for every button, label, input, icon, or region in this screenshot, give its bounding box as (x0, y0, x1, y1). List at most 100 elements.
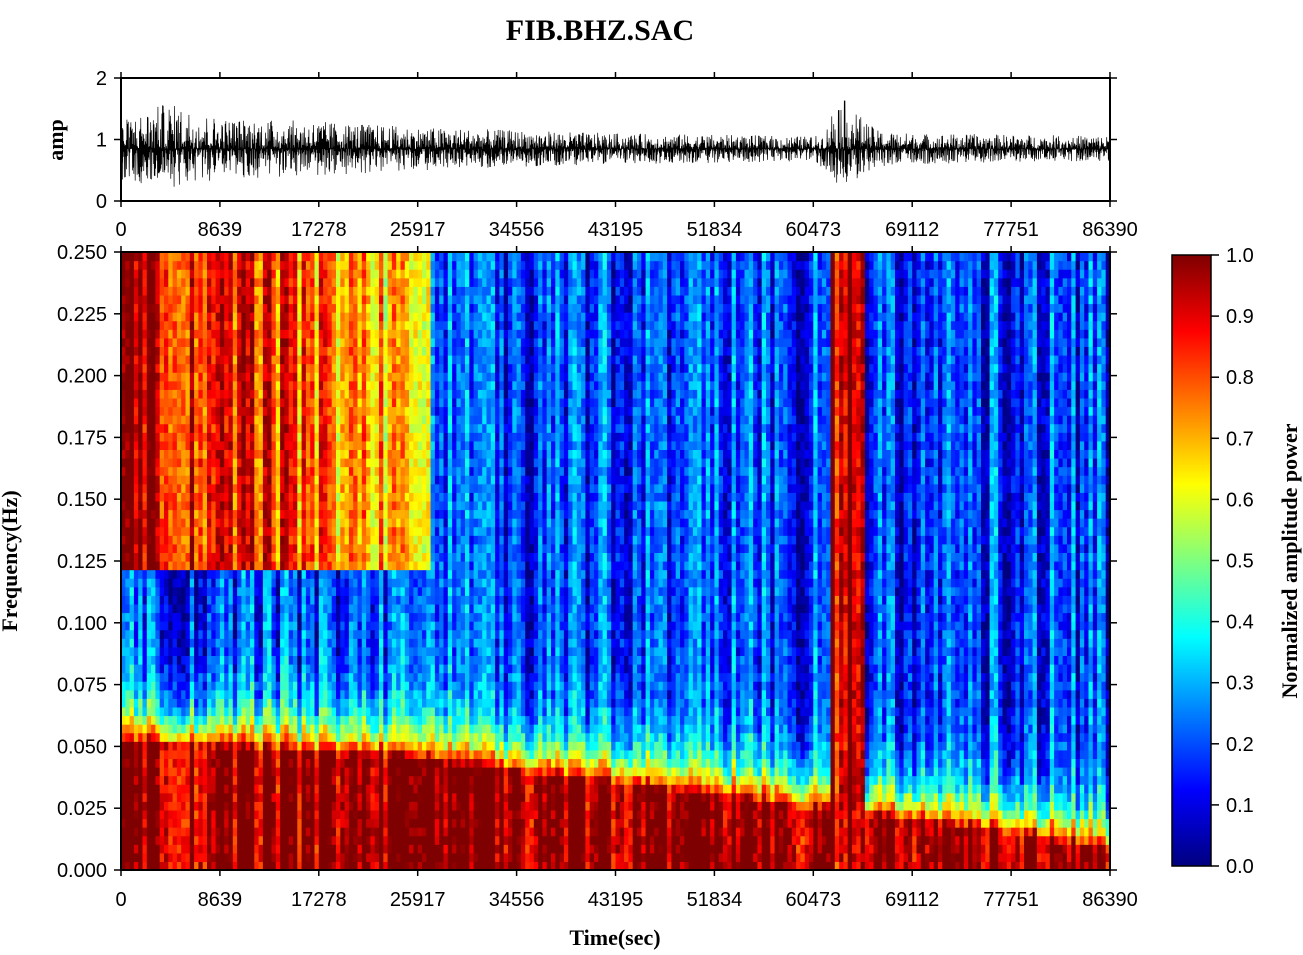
heatmap-cell (305, 483, 311, 493)
heatmap-cell (138, 432, 144, 442)
heatmap-cell (310, 852, 316, 863)
heatmap-cell (383, 767, 389, 777)
heatmap-cell (194, 269, 199, 279)
heatmap-cell (305, 578, 311, 588)
heatmap-cell (262, 578, 268, 588)
heatmap-cell (366, 363, 371, 373)
heatmap-cell (314, 603, 320, 614)
heatmap-cell (254, 423, 260, 433)
heatmap-cell (413, 432, 419, 442)
heatmap-cell (310, 466, 316, 476)
heatmap-cell (293, 303, 298, 313)
heatmap-cell (146, 809, 152, 820)
heatmap-cell (151, 415, 156, 425)
heatmap-cell (185, 458, 191, 468)
heatmap-cell (202, 483, 208, 493)
heatmap-cell (146, 706, 152, 717)
heatmap-cell (189, 835, 195, 845)
heatmap-cell (237, 775, 242, 785)
heatmap-cell (168, 724, 174, 734)
heatmap-cell (301, 767, 307, 777)
heatmap-cell (353, 500, 359, 511)
heatmap-cell (155, 672, 161, 682)
heatmap-cell (348, 389, 354, 399)
heatmap-cell (374, 689, 380, 699)
heatmap-cell (142, 389, 148, 399)
heatmap-cell (353, 569, 359, 579)
heatmap-cell (404, 698, 410, 708)
heatmap-cell (400, 603, 406, 614)
heatmap-cell (176, 835, 182, 845)
heatmap-cell (211, 655, 217, 665)
heatmap-cell (172, 260, 178, 270)
heatmap-cell (232, 732, 238, 742)
heatmap-cell (396, 260, 402, 270)
heatmap-cell (327, 715, 333, 725)
heatmap-cell (250, 732, 255, 742)
heatmap-cell (297, 801, 303, 811)
heatmap-cell (245, 586, 251, 596)
heatmap-cell (125, 286, 131, 296)
heatmap-cell (250, 552, 255, 562)
heatmap-cell (262, 629, 268, 639)
heatmap-cell (348, 835, 354, 845)
heatmap-cell (185, 595, 191, 605)
heatmap-cell (211, 646, 217, 657)
heatmap-cell (344, 483, 350, 493)
heatmap-cell (318, 629, 324, 639)
heatmap-cell (280, 492, 285, 502)
heatmap-cell (198, 380, 204, 390)
heatmap-cell (310, 638, 316, 648)
heatmap-cell (138, 303, 144, 313)
heatmap-cell (224, 612, 230, 622)
heatmap-cell (172, 277, 178, 287)
heatmap-cell (159, 492, 165, 502)
heatmap-cell (348, 277, 354, 287)
heatmap-cell (305, 827, 311, 837)
heatmap-cell (331, 758, 337, 768)
heatmap-cell (202, 809, 208, 820)
heatmap-cell (379, 346, 384, 356)
heatmap-cell (250, 569, 255, 579)
heatmap-cell (151, 595, 156, 605)
heatmap-cell (207, 509, 212, 519)
heatmap-cell (215, 500, 221, 511)
heatmap-cell (125, 861, 131, 870)
heatmap-cell (331, 578, 337, 588)
waveform-series (121, 100, 1110, 187)
heatmap-cell (211, 432, 217, 442)
heatmap-cell (198, 595, 204, 605)
heatmap-cell (172, 758, 178, 768)
heatmap-cell (172, 320, 178, 330)
heatmap-cell (241, 706, 247, 717)
heatmap-cell (323, 337, 328, 348)
heatmap-cell (245, 852, 251, 863)
heatmap-cell (241, 294, 247, 305)
heatmap-cell (409, 432, 414, 442)
heatmap-cell (207, 767, 212, 777)
heatmap-cell (194, 303, 199, 313)
heatmap-cell (133, 252, 139, 262)
heatmap-cell (267, 372, 273, 382)
heatmap-cell (336, 509, 341, 519)
heatmap-cell (310, 389, 316, 399)
heatmap-cell (400, 363, 406, 373)
heatmap-cell (224, 543, 230, 554)
heatmap-cell (404, 355, 410, 365)
heatmap-cell (129, 440, 135, 451)
heatmap-cell (383, 809, 389, 820)
heatmap-cell (241, 852, 247, 863)
heatmap-cell (280, 844, 285, 854)
heatmap-cell (323, 483, 328, 493)
heatmap-cell (336, 380, 341, 390)
heatmap-cell (142, 449, 148, 459)
heatmap-cell (404, 380, 410, 390)
heatmap-cell (224, 535, 230, 545)
heatmap-cell (348, 372, 354, 382)
heatmap-cell (245, 698, 251, 708)
heatmap-cell (288, 432, 294, 442)
heatmap-cell (151, 432, 156, 442)
heatmap-cell (237, 672, 242, 682)
heatmap-cell (202, 835, 208, 845)
heatmap-cell (413, 569, 419, 579)
